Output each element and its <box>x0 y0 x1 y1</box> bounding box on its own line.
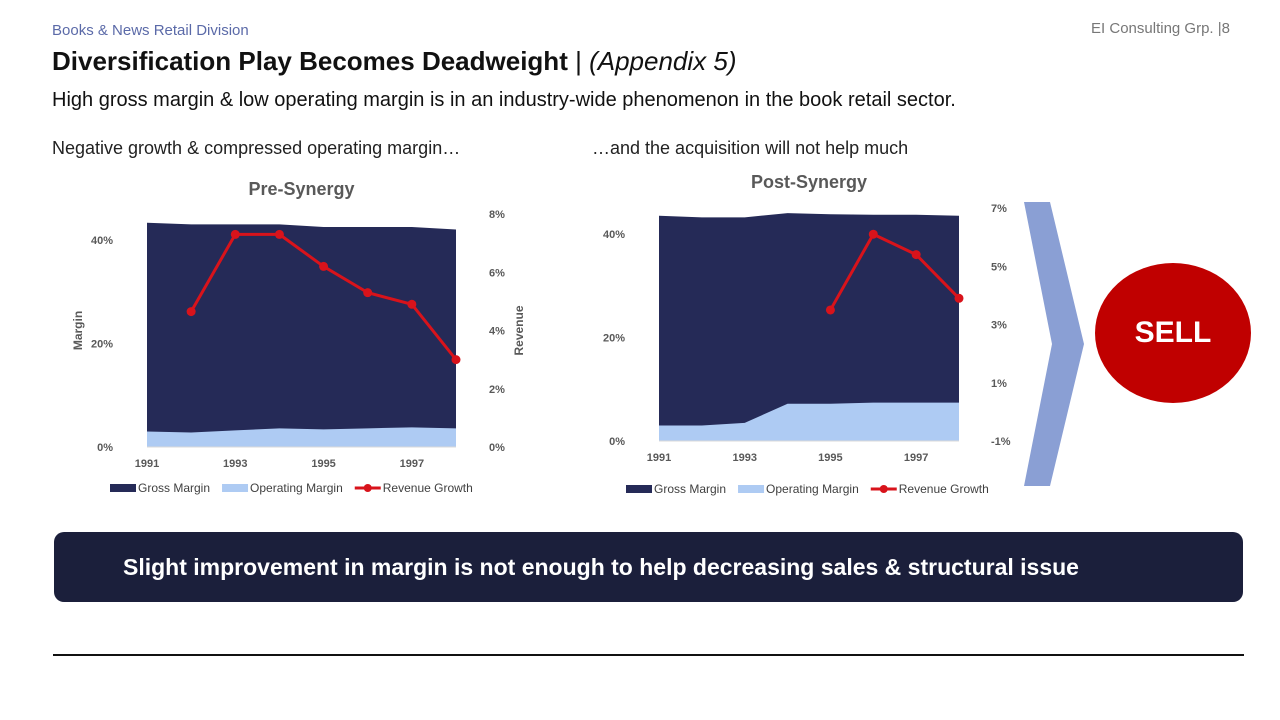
post-chart-title: Post-Synergy <box>751 172 867 192</box>
pre-area-operating-margin <box>147 427 456 447</box>
post-x-tick-label: 1993 <box>732 452 756 464</box>
pre-revenue-point <box>451 355 461 365</box>
pre-legend-swatch-operating-margin <box>222 484 249 492</box>
post-y-tick-label: 40% <box>603 229 625 241</box>
pre-revenue-point <box>363 288 373 298</box>
post-y2-tick-label: 7% <box>991 203 1007 215</box>
pre-legend-label-operating-margin: Operating Margin <box>250 481 343 495</box>
pre-y-tick-label: 0% <box>97 442 113 454</box>
post-revenue-point <box>868 229 878 239</box>
pre-x-tick-label: 1997 <box>400 458 424 470</box>
post-x-tick-label: 1997 <box>904 452 928 464</box>
pre-legend-label-gross-margin: Gross Margin <box>138 481 210 495</box>
post-synergy-chart: Post-Synergy 0% 20% 40% -1% 1% 3% 5% 7% 1991 1993 1… <box>603 172 1011 496</box>
caption-left: Negative growth & compressed operating m… <box>52 138 461 158</box>
chevron-right-icon <box>1024 202 1084 486</box>
pre-y-axis-title: Margin <box>71 311 85 350</box>
post-area-operating-margin <box>659 402 959 441</box>
pre-x-tick-label: 1993 <box>223 458 247 470</box>
post-x-tick-label: 1995 <box>818 452 842 464</box>
pre-x-tick-label: 1995 <box>311 458 335 470</box>
pre-legend-label-revenue-growth: Revenue Growth <box>383 481 473 495</box>
sell-badge: SELL <box>1095 263 1251 403</box>
pre-y2-tick-label: 6% <box>489 267 505 279</box>
pre-y-tick-label: 20% <box>91 338 113 350</box>
post-x-tick-label: 1991 <box>647 452 671 464</box>
post-y-tick-label: 0% <box>609 436 625 448</box>
pre-synergy-chart: Pre-Synergy 0% 20% 40% 0% 2% 4% 6% 8% 1991 1993 199… <box>71 179 526 495</box>
pre-chart-title: Pre-Synergy <box>248 179 354 199</box>
post-revenue-point <box>911 250 921 260</box>
post-y2-tick-label: -1% <box>991 436 1011 448</box>
pre-y2-tick-label: 2% <box>489 384 505 396</box>
conclusion-banner: Slight improvement in margin is not enou… <box>54 532 1243 602</box>
page-subtitle: High gross margin & low operating margin… <box>52 89 956 111</box>
pre-revenue-point <box>274 229 284 239</box>
pre-y2-axis-title: Revenue <box>512 305 526 355</box>
post-revenue-point <box>954 293 964 303</box>
post-legend-label-revenue-growth: Revenue Growth <box>899 482 989 496</box>
caption-right: …and the acquisition will not help much <box>592 138 909 158</box>
post-legend-label-gross-margin: Gross Margin <box>654 482 726 496</box>
pre-x-tick-label: 1991 <box>135 458 159 470</box>
post-area-gross-margin <box>659 213 959 441</box>
pre-revenue-point <box>230 229 240 239</box>
pre-y2-tick-label: 0% <box>489 442 505 454</box>
page-reference: EI Consulting Grp. |8 <box>1091 20 1230 37</box>
pre-revenue-point <box>319 261 329 271</box>
post-y2-tick-label: 1% <box>991 378 1007 390</box>
pre-y-tick-label: 40% <box>91 235 113 247</box>
pre-legend-marker-revenue-growth <box>363 484 372 492</box>
title-separator: | <box>567 46 590 76</box>
footer-divider <box>53 654 1244 656</box>
division-label: Books & News Retail Division <box>52 22 249 39</box>
pre-area-gross-margin <box>147 222 456 447</box>
pre-y2-tick-label: 4% <box>489 326 505 338</box>
pre-revenue-point <box>407 299 417 309</box>
post-y2-tick-label: 5% <box>991 261 1007 273</box>
post-line-revenue-growth <box>829 232 961 311</box>
post-legend-swatch-gross-margin <box>626 485 652 493</box>
post-legend-swatch-operating-margin <box>738 485 765 493</box>
post-revenue-point <box>825 305 835 315</box>
post-y2-tick-label: 3% <box>991 320 1007 332</box>
pre-legend-swatch-gross-margin <box>110 484 136 492</box>
post-y-tick-label: 20% <box>603 332 625 344</box>
post-legend-label-operating-margin: Operating Margin <box>766 482 859 496</box>
post-legend-marker-revenue-growth <box>879 485 888 493</box>
title-appendix: (Appendix 5) <box>589 46 737 76</box>
pre-revenue-point <box>186 307 196 317</box>
page-title: Diversification Play Becomes Deadweight … <box>52 46 736 77</box>
title-main: Diversification Play Becomes Deadweight <box>52 46 568 76</box>
pre-y2-tick-label: 8% <box>489 209 505 221</box>
